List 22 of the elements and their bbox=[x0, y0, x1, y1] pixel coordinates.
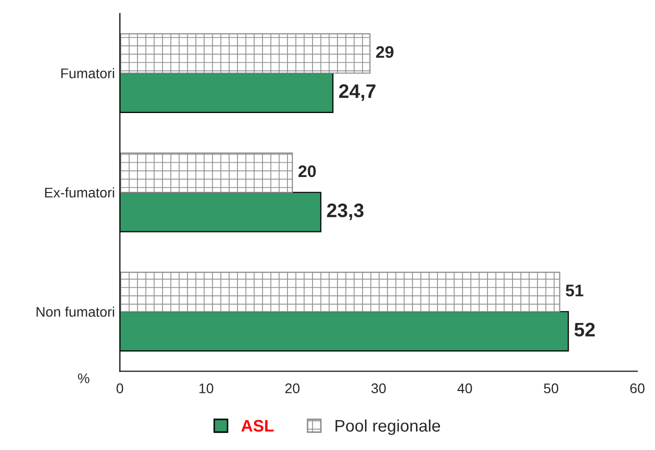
y-tick-label: Non fumatori bbox=[36, 306, 114, 317]
x-tick-label: 50 bbox=[544, 383, 558, 394]
y-tick-label: Ex-fumatori bbox=[45, 187, 114, 198]
bar bbox=[120, 272, 560, 312]
x-tick-label: 0 bbox=[116, 383, 124, 394]
x-axis-title: % bbox=[78, 373, 90, 384]
data-label: 29 bbox=[376, 46, 394, 58]
bar bbox=[120, 152, 293, 193]
x-tick-label: 20 bbox=[285, 383, 300, 394]
legend-label: Pool regionale bbox=[336, 419, 440, 435]
y-tick-label: Fumatori bbox=[61, 68, 114, 78]
x-tick-label: 60 bbox=[630, 383, 644, 394]
data-label: 24,7 bbox=[339, 84, 376, 101]
data-label: 23,3 bbox=[327, 204, 364, 220]
bar bbox=[120, 33, 371, 74]
x-tick-label: 30 bbox=[371, 383, 386, 394]
legend-label: ASL bbox=[241, 420, 274, 432]
data-label: 51 bbox=[566, 284, 584, 296]
x-tick-label: 40 bbox=[457, 383, 472, 394]
x-tick-label: 10 bbox=[199, 383, 214, 394]
data-label: 20 bbox=[298, 165, 316, 178]
data-label: 52 bbox=[574, 322, 595, 337]
